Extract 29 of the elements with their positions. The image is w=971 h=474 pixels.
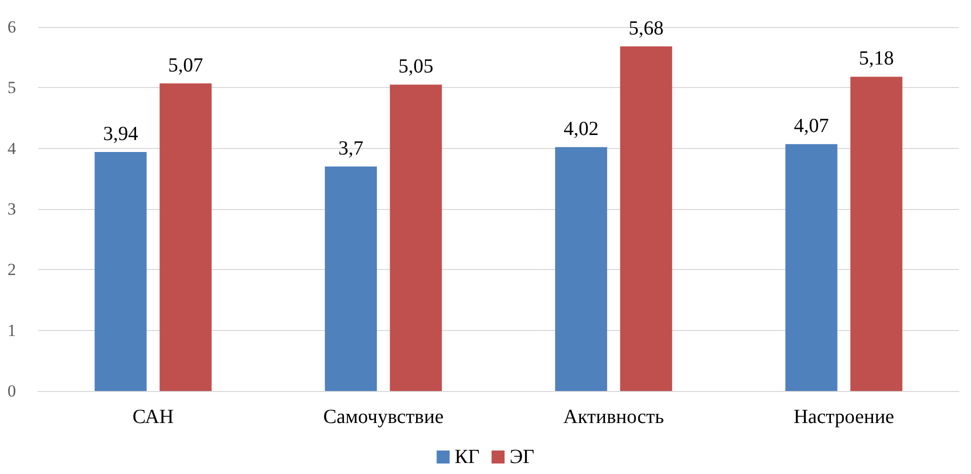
- legend-label: ЭГ: [510, 446, 534, 468]
- y-tick-label: 5: [8, 78, 16, 98]
- bar: [555, 147, 608, 391]
- y-tick-label: 6: [8, 18, 16, 36]
- data-label: 3,94: [103, 122, 138, 145]
- y-tick-label: 2: [8, 260, 16, 280]
- bar: [785, 144, 838, 391]
- data-label: 5,07: [168, 54, 204, 76]
- data-label: 5,68: [628, 17, 664, 40]
- y-tick-label: 3: [8, 200, 16, 218]
- y-tick-label: 0: [8, 382, 16, 400]
- bar: [94, 152, 147, 391]
- data-label: 4,02: [564, 118, 599, 140]
- bar: [620, 46, 672, 391]
- bar: [390, 84, 442, 391]
- y-tick-label: 1: [8, 320, 16, 340]
- bar: [324, 166, 377, 391]
- legend-label: КГ: [454, 446, 480, 468]
- data-label: 5,05: [398, 56, 434, 78]
- x-tick-label: Активность: [563, 406, 664, 428]
- x-tick-label: САН: [132, 406, 174, 428]
- bar: [850, 76, 902, 391]
- x-tick-label: Самочувствие: [323, 406, 444, 428]
- x-tick-label: Настроение: [794, 406, 894, 428]
- data-label: 3,7: [338, 138, 364, 160]
- data-label: 5,18: [858, 48, 894, 70]
- bar: [160, 83, 212, 391]
- data-label: 4,07: [794, 115, 829, 138]
- y-tick-label: 4: [8, 138, 16, 158]
